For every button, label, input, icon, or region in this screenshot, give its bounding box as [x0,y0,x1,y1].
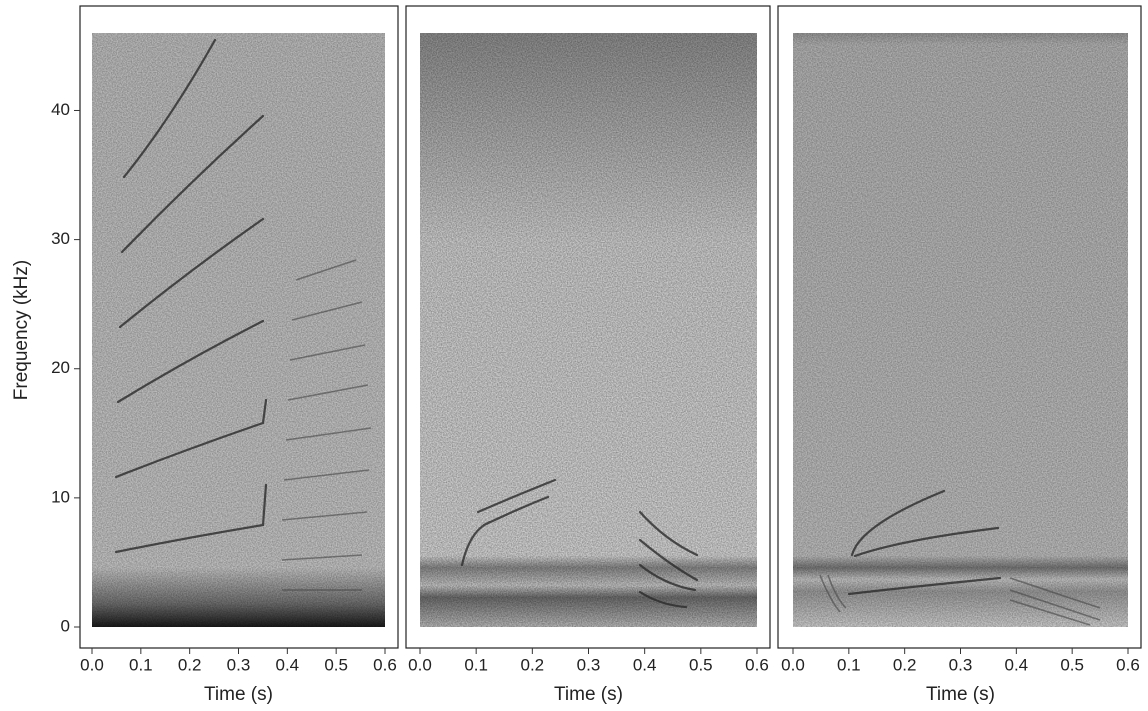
y-tick-label: 10 [51,487,70,506]
x-tick-label: 0.5 [1060,655,1084,674]
x-tick-label: 0.2 [521,655,545,674]
x-tick-label: 0.0 [781,655,805,674]
x-tick-label: 0.6 [1116,655,1140,674]
x-tick-label: 0.1 [129,655,153,674]
spectrogram-image [92,33,385,627]
y-tick-label: 0 [61,616,70,635]
x-tick-label: 0.4 [1005,655,1029,674]
x-tick-label: 0.1 [837,655,861,674]
x-tick-label: 0.3 [577,655,601,674]
x-tick-label: 0.2 [893,655,917,674]
x-tick-label: 0.0 [80,655,104,674]
x-tick-label: 0.4 [633,655,657,674]
x-tick-label: 0.3 [949,655,973,674]
x-tick-label: 0.1 [464,655,488,674]
spectrogram-image [420,33,757,627]
x-tick-label: 0.6 [745,655,769,674]
x-tick-label: 0.4 [276,655,300,674]
x-axis-title: Time (s) [554,684,623,705]
x-tick-label: 0.6 [373,655,397,674]
x-axis-title: Time (s) [926,684,995,705]
y-tick-label: 20 [51,358,70,377]
x-tick-label: 0.5 [689,655,713,674]
x-tick-label: 0.0 [408,655,432,674]
y-tick-label: 30 [51,229,70,248]
x-tick-label: 0.2 [178,655,202,674]
x-axis-title: Time (s) [204,684,273,705]
panel-frame [777,5,1142,649]
x-tick-label: 0.5 [324,655,348,674]
spectrogram-image [793,33,1128,627]
x-tick-label: 0.3 [227,655,251,674]
y-tick-label: 40 [51,100,70,119]
y-axis-title: Frequency (kHz) [11,260,32,400]
